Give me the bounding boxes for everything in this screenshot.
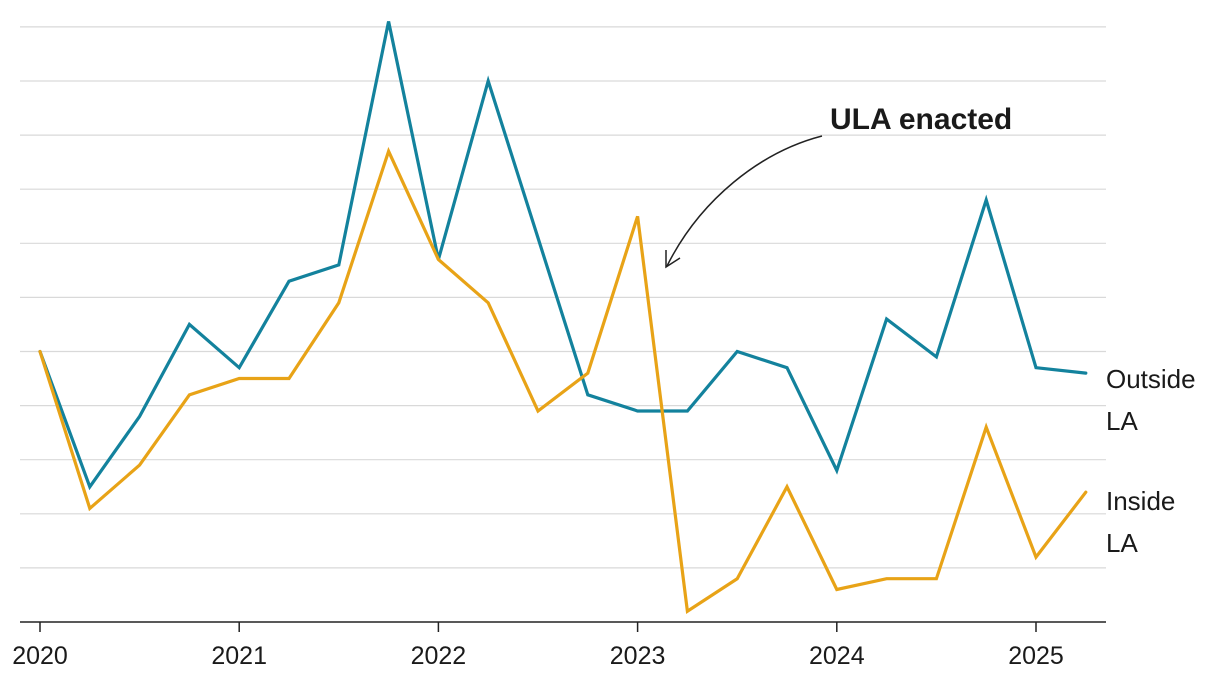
series-lines <box>38 21 1088 614</box>
series-label-line: Inside <box>1106 486 1175 516</box>
x-tick-label-2021: 2021 <box>211 642 267 670</box>
x-tick-label-2024: 2024 <box>809 642 865 670</box>
series-line-inside-la <box>38 146 1088 614</box>
series-label-line: LA <box>1106 406 1138 436</box>
series-label-outside-la: Outside LA <box>1106 364 1196 436</box>
x-tick-label-2020: 2020 <box>12 642 68 670</box>
series-label-line: Outside <box>1106 364 1196 394</box>
x-tick-label-2022: 2022 <box>411 642 467 670</box>
annotation-arrowhead <box>665 250 681 269</box>
x-axis: 2020 2021 2022 2023 2024 2025 <box>12 621 1106 670</box>
series-line-outside-la <box>38 21 1088 491</box>
x-tick-label-2023: 2023 <box>610 642 666 670</box>
annotation-arrow <box>666 135 823 267</box>
series-label-line: LA <box>1106 528 1138 558</box>
series-labels: Outside LA Inside LA <box>1106 364 1196 558</box>
annotation-label: ULA enacted <box>830 103 1012 136</box>
annotation: ULA enacted <box>665 103 1012 269</box>
series-label-inside-la: Inside LA <box>1106 486 1175 558</box>
x-tick-label-2025: 2025 <box>1008 642 1064 670</box>
gridlines <box>20 26 1106 569</box>
